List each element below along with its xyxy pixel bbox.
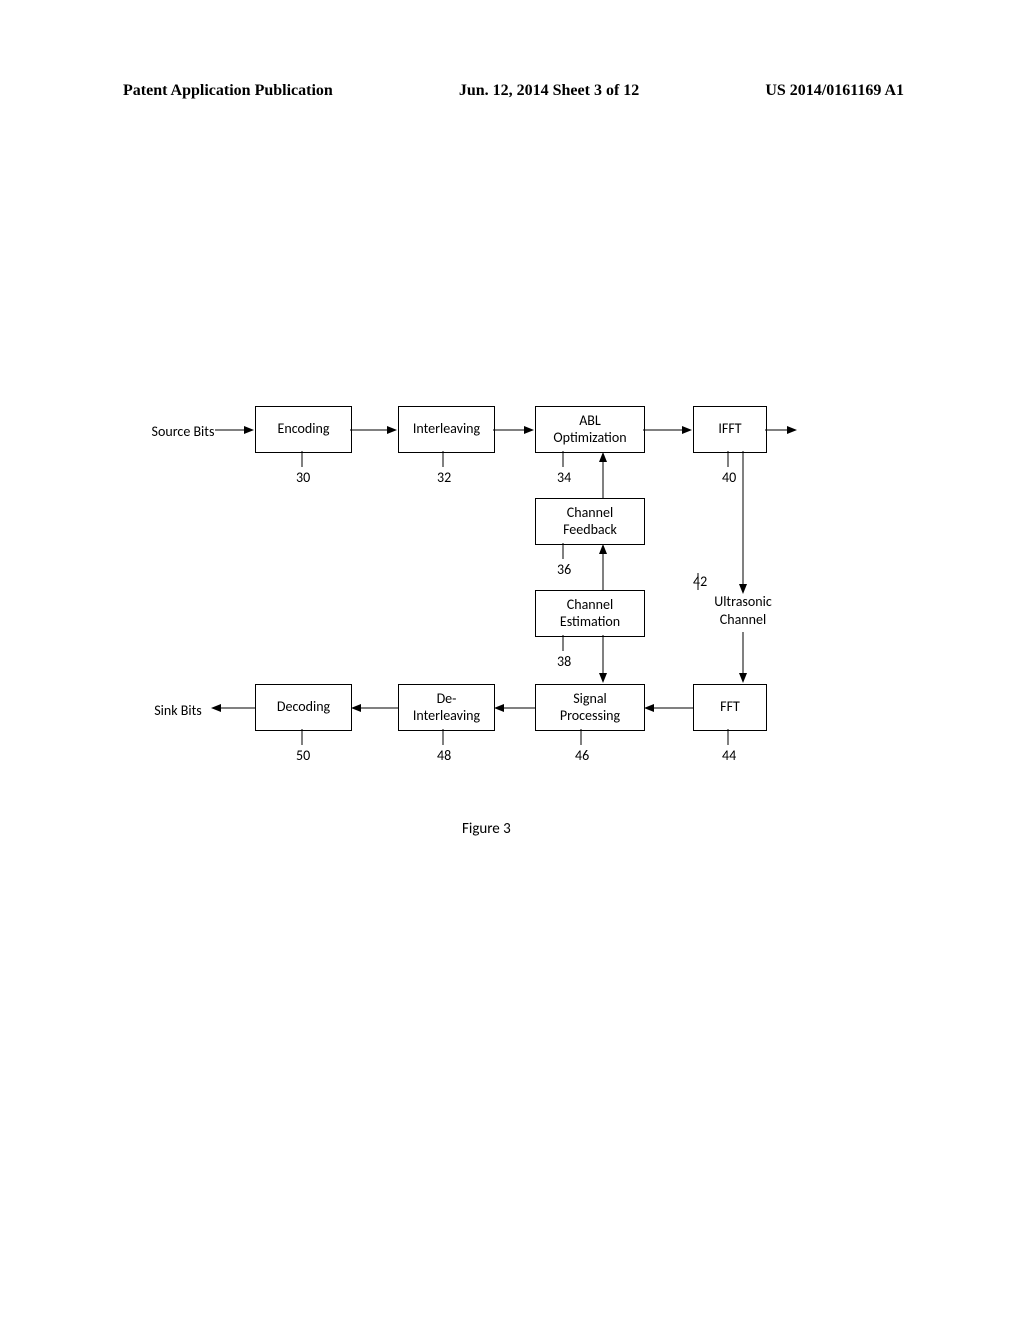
block-diagram: Source Bits Encoding 30 Interleaving 32 … [0, 0, 1024, 1320]
ifft-box: IFFT [693, 406, 767, 453]
fft-ref: 44 [722, 747, 736, 764]
decoding-ref: 50 [296, 747, 310, 764]
feedback-box: Channel Feedback [535, 498, 645, 545]
ultrasonic-ref: 42 [693, 573, 707, 590]
figure-caption: Figure 3 [462, 820, 511, 838]
interleaving-box: Interleaving [398, 406, 495, 453]
source-bits-label: Source Bits [143, 423, 223, 440]
deinterleaving-box: De- Interleaving [398, 684, 495, 731]
estimation-box: Channel Estimation [535, 590, 645, 637]
sigproc-box: Signal Processing [535, 684, 645, 731]
feedback-ref: 36 [557, 561, 571, 578]
decoding-box: Decoding [255, 684, 352, 731]
interleaving-ref: 32 [437, 469, 451, 486]
sink-bits-label: Sink Bits [143, 702, 213, 719]
encoding-box: Encoding [255, 406, 352, 453]
abl-box: ABL Optimization [535, 406, 645, 453]
deinterleaving-ref: 48 [437, 747, 451, 764]
ifft-ref: 40 [722, 469, 736, 486]
estimation-ref: 38 [557, 653, 571, 670]
fft-box: FFT [693, 684, 767, 731]
arrows-svg [0, 0, 1024, 1320]
abl-ref: 34 [557, 469, 571, 486]
ultrasonic-label: Ultrasonic Channel [703, 593, 783, 628]
sigproc-ref: 46 [575, 747, 589, 764]
encoding-ref: 30 [296, 469, 310, 486]
